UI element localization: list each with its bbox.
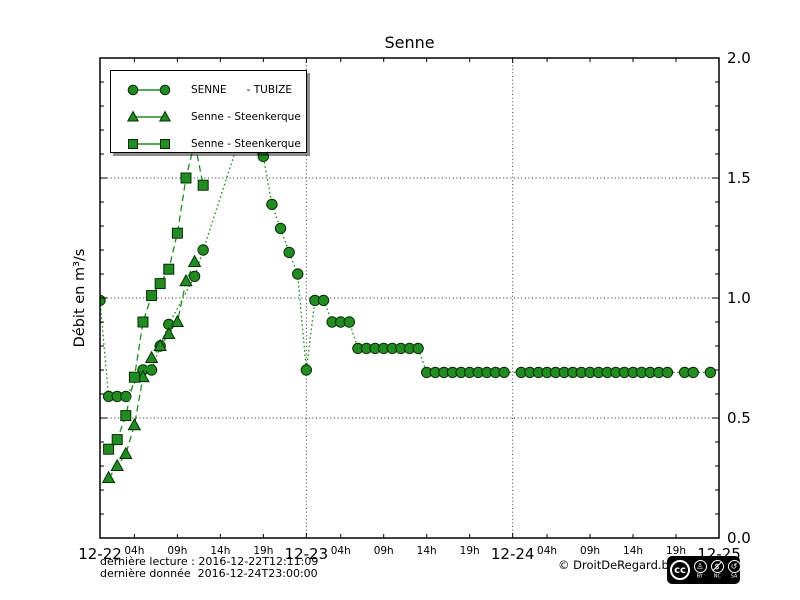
triangle-marker-icon xyxy=(126,109,172,121)
cc-by-person-icon: ♙ xyxy=(693,560,707,573)
legend-station: - TUBIZE xyxy=(246,83,292,96)
x-hour-tick-label: 04h xyxy=(537,545,557,557)
square-marker-icon xyxy=(128,138,170,149)
circle-marker-icon xyxy=(127,84,171,95)
x-hour-tick-label: 04h xyxy=(331,545,351,557)
cc-license-badge[interactable]: cc ♙ BY $ NC ↺ SA xyxy=(667,556,741,584)
x-hour-tick-label: 14h xyxy=(417,545,437,557)
y-tick-label: 1.5 xyxy=(727,169,751,187)
x-hour-tick-label: 09h xyxy=(167,545,187,557)
last-reading-text: dernière lecture : 2016-12-22T12:11:09 xyxy=(100,555,319,568)
cc-sa-label: SA xyxy=(730,573,738,580)
last-data-text: dernière donnée 2016-12-24T23:00:00 xyxy=(100,566,318,580)
legend-box: SENNE - TUBIZE Senne - Steenkerque Senne… xyxy=(110,70,307,153)
cc-sa-arrow-icon: ↺ xyxy=(727,560,741,573)
ticks xyxy=(99,57,720,539)
legend-item-steenkerque-1: Senne - Steenkerque xyxy=(124,105,301,128)
x-hour-tick-label: 09h xyxy=(580,545,600,557)
y-tick-label: 1.0 xyxy=(727,289,751,307)
x-hour-tick-label: 14h xyxy=(210,545,230,557)
data-freshness-block: dernière lecture : 2016-12-22T12:11:09 d… xyxy=(100,556,318,579)
x-hour-tick-label: 19h xyxy=(253,545,273,557)
x-hour-tick-label: 14h xyxy=(623,545,643,557)
legend-label: Senne - Steenkerque xyxy=(191,137,301,150)
legend-label: Senne - Steenkerque xyxy=(191,110,301,123)
y-axis-label: Débit en m³/s xyxy=(72,248,88,348)
x-hour-tick-label: 19h xyxy=(460,545,480,557)
x-hour-tick-label: 19h xyxy=(666,545,686,557)
series-1-triangle xyxy=(101,254,202,483)
legend-item-steenkerque-2: Senne - Steenkerque xyxy=(124,132,301,155)
series-0-circle xyxy=(100,138,717,403)
x-date-tick-label: 12-23 xyxy=(285,545,329,563)
y-tick-label: 2.0 xyxy=(727,49,751,67)
x-hour-tick-label: 04h xyxy=(124,545,144,557)
x-hour-tick-label: 09h xyxy=(374,545,394,557)
cc-nc-dollar-icon: $ xyxy=(710,560,724,573)
legend-item-tubize: SENNE - TUBIZE xyxy=(124,78,298,101)
chart-title: Senne xyxy=(384,33,435,52)
cc-icon: cc xyxy=(670,560,690,580)
x-date-tick-label: 12-22 xyxy=(78,545,122,563)
x-date-tick-label: 12-24 xyxy=(491,545,535,563)
cc-by-label: BY xyxy=(697,573,703,580)
copyright-link[interactable]: © DroitDeRegard.be xyxy=(558,558,676,572)
cc-nc-label: NC xyxy=(713,573,721,580)
y-tick-label: 0.0 xyxy=(727,529,751,547)
legend-label: SENNE xyxy=(191,83,227,96)
y-tick-label: 0.5 xyxy=(727,409,751,427)
series-2-square xyxy=(103,136,209,455)
